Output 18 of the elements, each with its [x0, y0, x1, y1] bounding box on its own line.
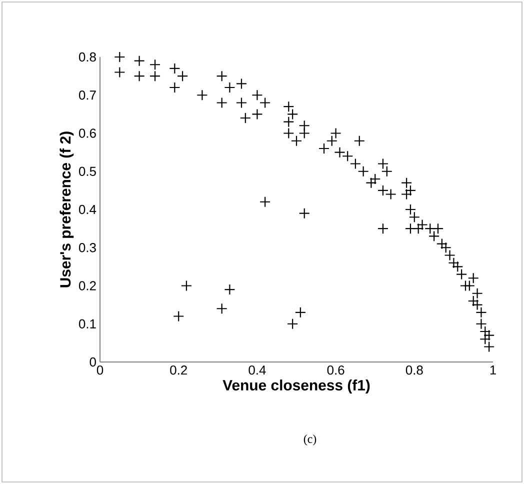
y-tick-label: 0.7	[78, 90, 96, 100]
x-tick-label: 0.8	[406, 366, 423, 375]
x-tick-label: 0	[96, 366, 104, 375]
y-tick-label: 0.5	[78, 166, 96, 176]
y-tick-label: 0.4	[78, 204, 96, 214]
y-tick-label: 0.2	[78, 281, 96, 290]
y-tick-label: 0.3	[78, 243, 96, 252]
x-tick-label: 1	[490, 366, 496, 374]
x-tick-label: 0.6	[327, 366, 344, 375]
y-tick-label: 0.8	[78, 52, 96, 62]
x-axis-title: Venue closeness (f1)	[222, 380, 370, 394]
text: (c)	[304, 434, 316, 446]
x-tick-label: 0.2	[170, 366, 187, 375]
y-axis-title: User's preference (f 2)	[60, 132, 74, 288]
y-tick-label: 0.1	[78, 319, 96, 328]
y-tick-label: 0	[90, 357, 96, 367]
y-tick-label: 0.6	[78, 128, 96, 138]
x-tick-label: 0.4	[248, 366, 266, 375]
